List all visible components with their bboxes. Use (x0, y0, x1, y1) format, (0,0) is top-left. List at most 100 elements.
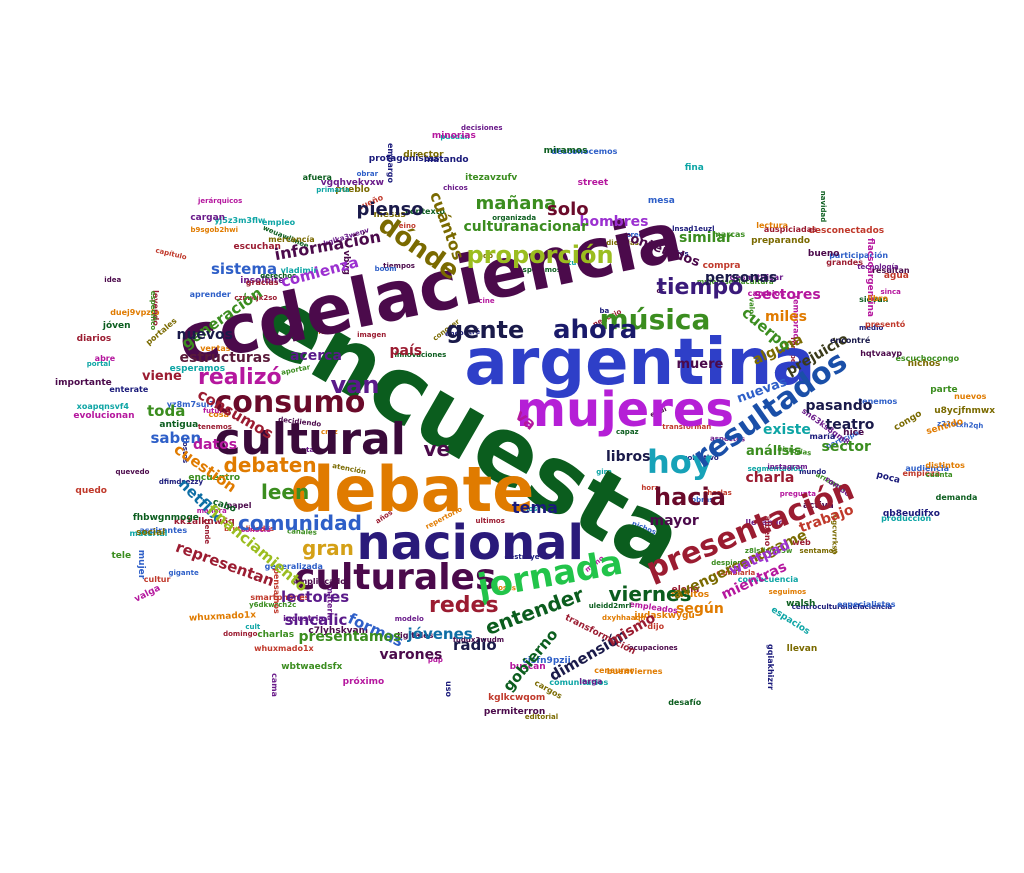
word-viernes: viernes (608, 582, 692, 606)
small-word: tele (111, 550, 132, 561)
small-word: específico (149, 290, 158, 331)
word-hacia: hacia (654, 483, 726, 511)
small-word: whuxmado1x (188, 610, 257, 624)
small-word: destruye (504, 552, 540, 561)
small-word: seguimos (768, 587, 807, 596)
word-sector: sector (821, 439, 871, 455)
small-word: escuchocongo (895, 354, 960, 364)
small-word: whuxmado1x (254, 644, 314, 654)
word-jovenes: jóvenes (407, 624, 473, 643)
small-word: pueblo (335, 184, 370, 195)
small-word: chicos (443, 184, 468, 193)
small-word: activa (802, 501, 834, 512)
word-sectores: sectores (753, 287, 821, 303)
small-word: b9sgob2hwi (190, 225, 239, 234)
small-word: buenviernes (606, 667, 663, 677)
small-word: contexto (405, 207, 445, 217)
word-presentamos: presentamos (298, 629, 402, 645)
word-solo: solo (547, 199, 589, 220)
small-word: desconocemos (551, 146, 618, 156)
small-word: imagen (357, 330, 387, 339)
word-debaten: debaten (223, 453, 317, 477)
small-word: empieza (902, 468, 941, 478)
small-word: medio (859, 323, 884, 332)
small-word: consecuencia (737, 575, 799, 585)
small-word: comunitarios (549, 677, 609, 687)
small-word: z8lsdwsb5w (744, 546, 793, 555)
small-word: sinca (880, 288, 901, 297)
small-word: esperamos (169, 363, 226, 374)
small-word: yz8m7sui7u (166, 400, 221, 410)
word-redes: redes (429, 593, 499, 618)
small-word: congo (892, 409, 924, 434)
word-tiempo: tiempo (656, 275, 744, 300)
small-word: tiempos (383, 261, 415, 270)
small-word: afuera (302, 172, 332, 182)
small-word: dfimdsezzy (158, 477, 204, 486)
small-word: digitales (394, 630, 434, 640)
small-word: despierta (711, 558, 749, 567)
word-comunidad: comunidad (238, 511, 362, 535)
word-charla: charla (745, 470, 795, 486)
small-word: uleidd2mrl (588, 602, 632, 611)
small-word: hice (843, 427, 865, 438)
small-word: sentido (925, 417, 965, 438)
small-word: czmwjk2so (234, 293, 278, 302)
small-word: encuentro (188, 473, 241, 484)
small-word: ocupaciones (628, 643, 678, 652)
small-word: larga (579, 677, 603, 687)
small-word: cree (626, 230, 644, 239)
small-word: insolbite (240, 276, 285, 287)
small-word: demanda (935, 492, 978, 502)
word-analisis: análisis (746, 443, 802, 459)
small-word: ba (599, 307, 610, 316)
word-encontre: encontré (830, 336, 871, 345)
word-mujeres: mujeres (516, 382, 734, 438)
word-culturales: culturales (294, 557, 497, 598)
small-word: navidad (818, 191, 827, 223)
small-word: papel (226, 501, 252, 511)
word-similar: similar (679, 230, 733, 246)
small-word: manera (196, 506, 227, 515)
small-word: espacios (768, 605, 812, 638)
small-word: resultan (872, 265, 910, 275)
small-word: innovaciones (394, 351, 447, 360)
small-word: organizada (492, 214, 537, 222)
small-word: pdp (427, 656, 443, 665)
word-cultural: cultural (214, 414, 406, 465)
small-word: mujeresenlacultura (696, 277, 774, 286)
word-sincalic: sincalic (284, 610, 348, 629)
small-word: social (136, 528, 166, 539)
small-word: duej9vpzip (110, 307, 160, 317)
word-muere: muere (676, 356, 724, 372)
small-word: centroculturaldelaciencia (791, 602, 893, 611)
small-word: vladimir (280, 266, 318, 276)
small-word: cisfn9pzii (522, 655, 571, 666)
small-word: wbtwaedsfx (281, 662, 343, 673)
small-word: buscan (509, 662, 546, 673)
small-word: kk1alknw6q (173, 517, 235, 528)
word-viene: viene (142, 368, 182, 384)
small-word: desmitificar (729, 272, 784, 282)
word-musica: música (599, 303, 711, 336)
small-word: instagram (767, 463, 808, 472)
word-leen: leen (261, 480, 310, 504)
small-word: llevan (786, 644, 818, 655)
small-word: conoció (240, 525, 271, 534)
word-tema: tema (512, 498, 558, 517)
small-word: embargo (385, 143, 395, 184)
small-word: cambios (747, 289, 785, 299)
small-word: obras (691, 496, 714, 505)
word-pasando: pasando (805, 398, 873, 414)
small-word: qb8eudifxo (882, 509, 940, 520)
small-word: empleo (262, 217, 296, 227)
small-word: audiencias (596, 239, 639, 248)
word-hoy: hoy (647, 443, 713, 481)
small-word: ventas (200, 343, 231, 353)
small-word: sievan (859, 295, 889, 305)
small-word: escuchan (233, 242, 281, 252)
small-word: industria (283, 613, 324, 623)
small-word: portal (86, 360, 111, 369)
word-mayor: mayor (649, 513, 699, 529)
